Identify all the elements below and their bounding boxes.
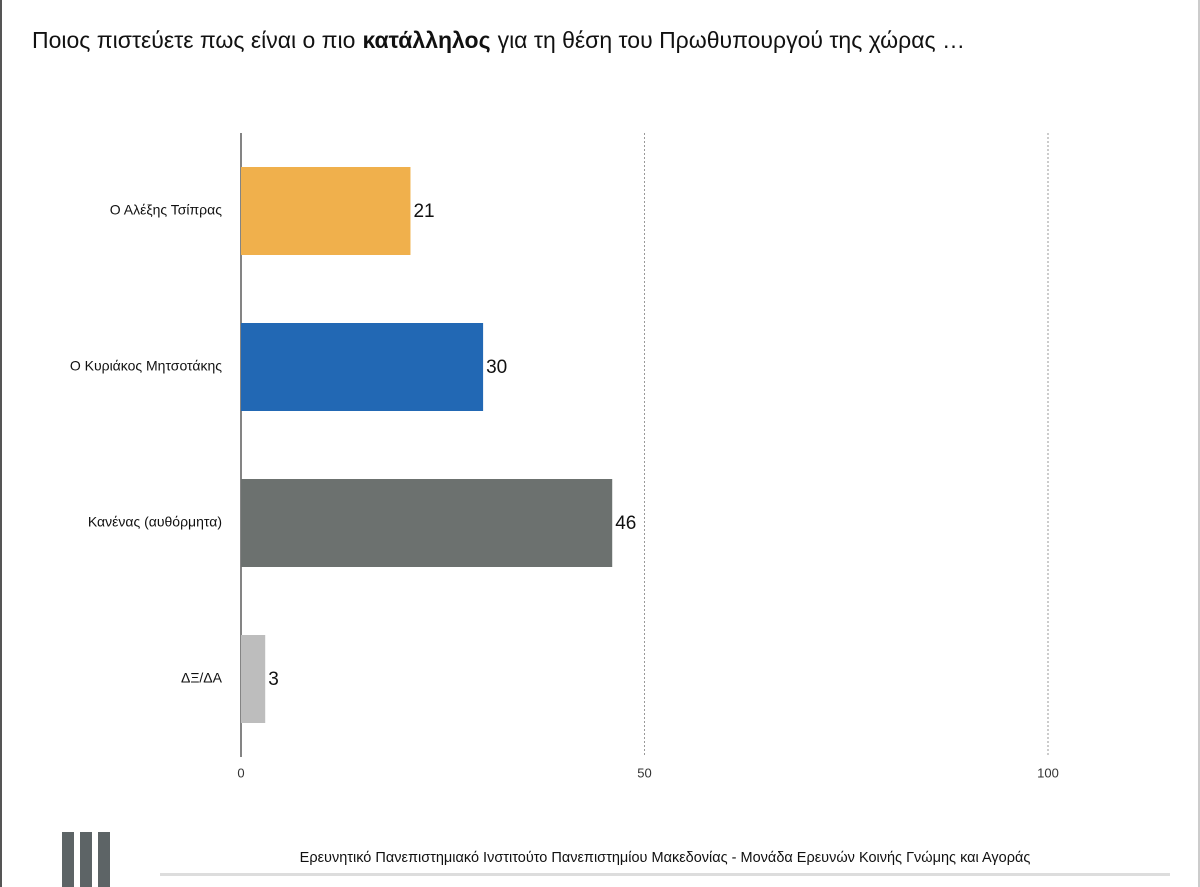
value-label: 21 bbox=[413, 201, 434, 222]
source-note: Ερευνητικό Πανεπιστημιακό Ινστιτούτο Παν… bbox=[300, 850, 1031, 866]
logo-bar bbox=[98, 832, 110, 887]
x-tick-label: 0 bbox=[237, 765, 244, 780]
value-label: 30 bbox=[486, 357, 507, 378]
value-label: 3 bbox=[268, 669, 279, 690]
y-tick-label: ΔΞ/ΔΑ bbox=[181, 670, 223, 686]
x-tick-label: 50 bbox=[637, 765, 651, 780]
y-tick-label: Κανένας (αυθόρμητα) bbox=[88, 514, 222, 530]
logo bbox=[62, 832, 110, 887]
title-part: για τη θέση του Πρωθυπουργού της χώρας … bbox=[498, 27, 965, 53]
chart-title: Ποιος πιστεύετε πως είναι ο πιο κατάλληλο… bbox=[32, 27, 965, 53]
y-tick-label: Ο Αλέξης Τσίπρας bbox=[110, 202, 223, 218]
y-tick-label: Ο Κυριάκος Μητσοτάκης bbox=[70, 358, 222, 374]
footer-shadow bbox=[160, 873, 1170, 876]
bar bbox=[241, 323, 484, 411]
bar bbox=[241, 167, 411, 255]
title-part: Ποιος πιστεύετε πως είναι ο πιο bbox=[32, 27, 355, 53]
bar bbox=[241, 479, 613, 567]
value-label: 46 bbox=[615, 513, 636, 534]
bar bbox=[241, 635, 266, 723]
title-emphasis: κατάλληλος bbox=[362, 27, 490, 53]
x-tick-label: 100 bbox=[1037, 765, 1059, 780]
logo-bar bbox=[80, 832, 92, 887]
logo-bar bbox=[62, 832, 74, 887]
